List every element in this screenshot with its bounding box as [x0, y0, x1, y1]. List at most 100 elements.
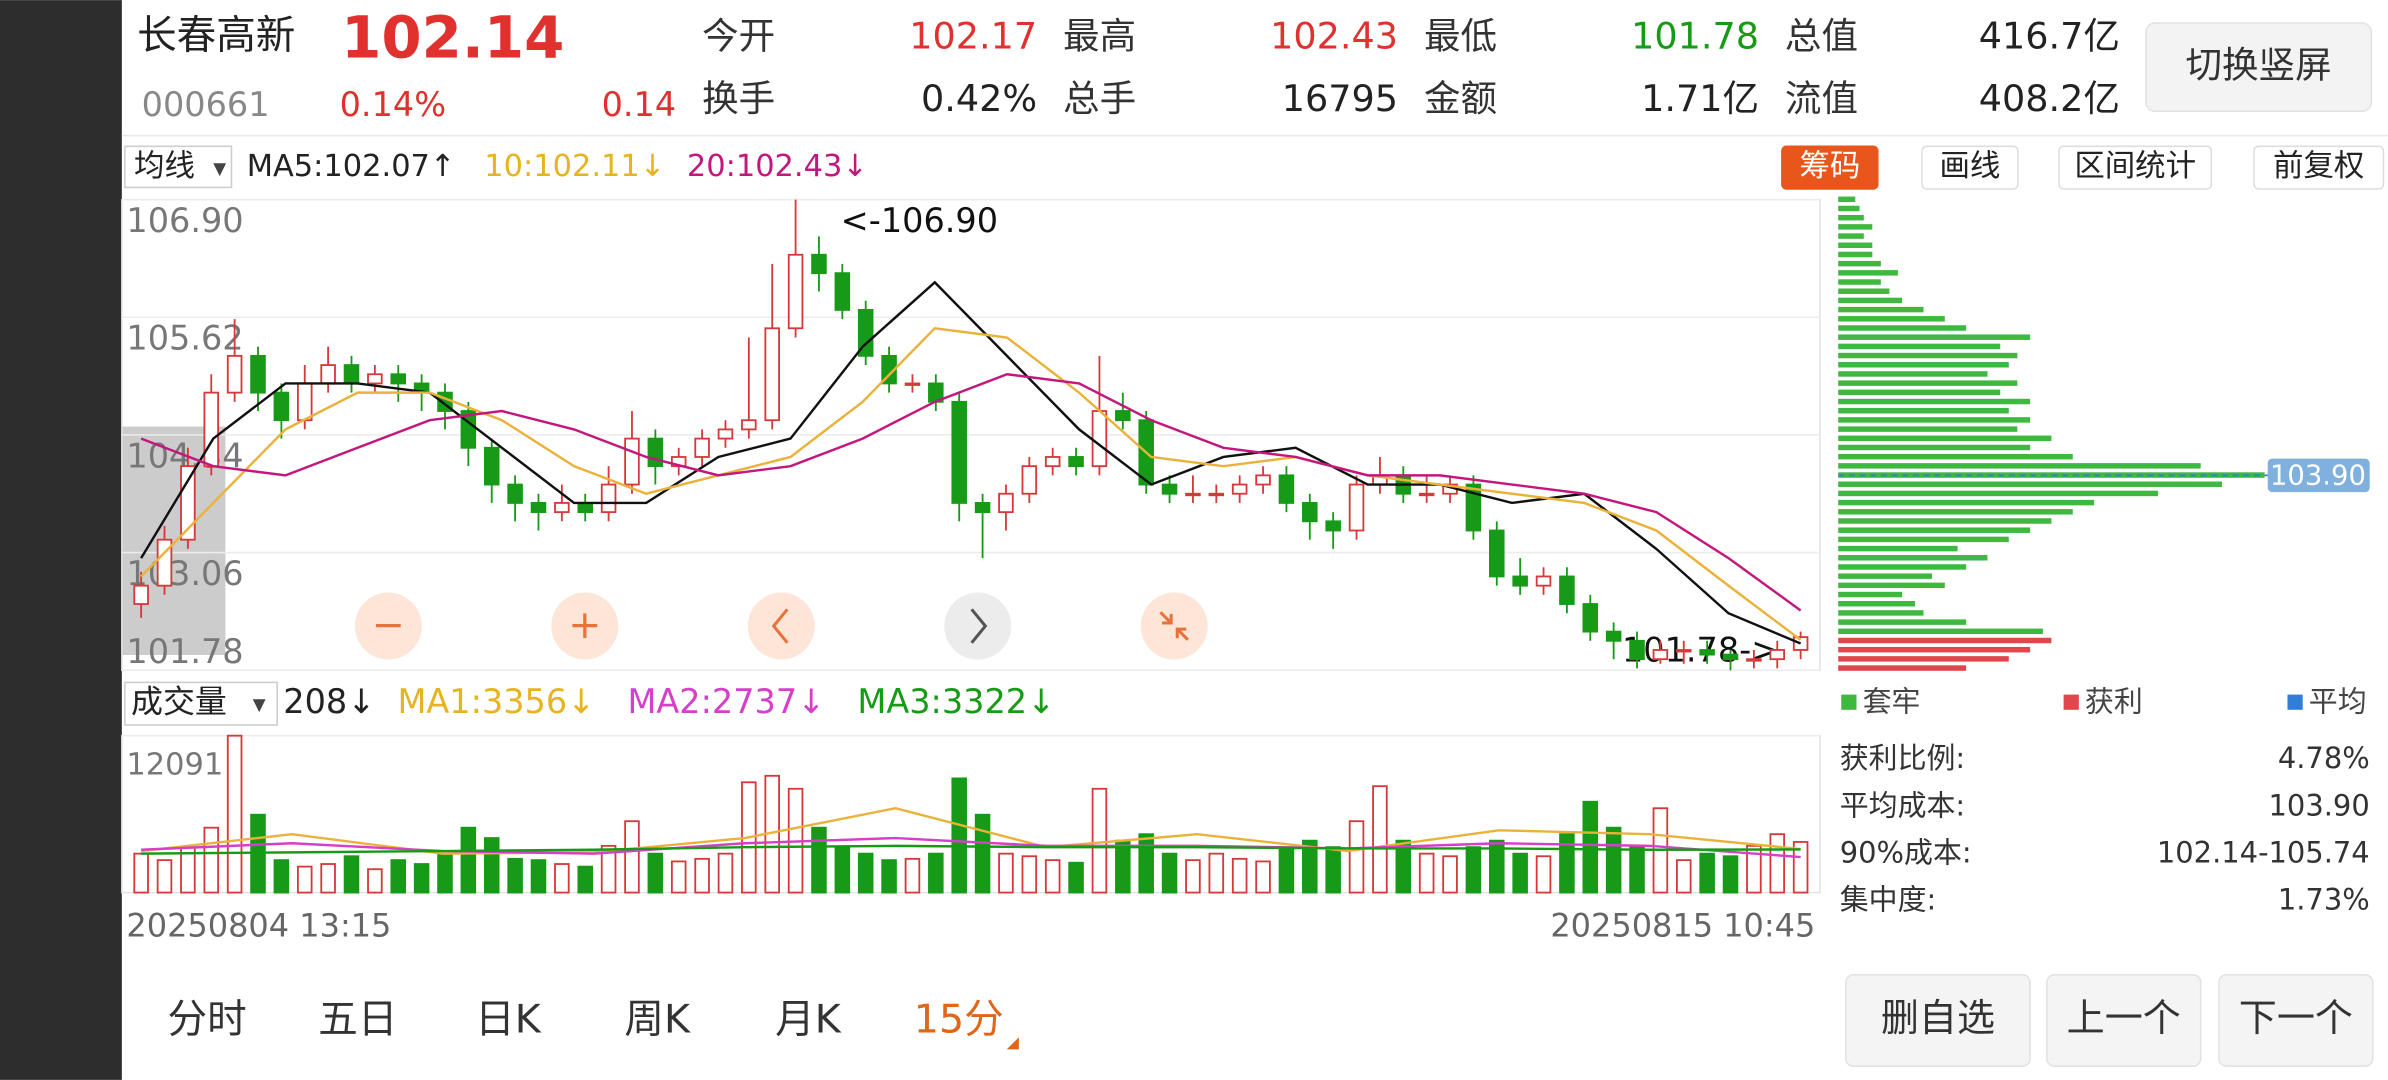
avg-cost-tag — [2267, 458, 2370, 493]
reset-button[interactable] — [1140, 592, 1208, 660]
volume-bar — [507, 857, 523, 894]
candle-body — [1629, 639, 1645, 661]
candle-body — [694, 437, 710, 458]
candle-body — [1208, 492, 1225, 497]
candle-body — [624, 437, 640, 486]
volume-bar — [554, 863, 570, 894]
dropdown-icon: ▼ — [253, 694, 266, 714]
orientation-button[interactable] — [2145, 22, 2373, 113]
chip-bar — [1838, 196, 1856, 203]
chip-bar — [1838, 435, 2052, 442]
tool-button-label: 画线 — [1940, 149, 2001, 184]
period-tab[interactable]: 15分 — [914, 997, 1004, 1043]
ma-select[interactable] — [124, 145, 233, 189]
candle-body — [647, 437, 664, 468]
candle-body — [1489, 529, 1505, 578]
chip-bar — [1838, 380, 2018, 386]
volume-bar — [367, 868, 383, 894]
candle-body — [320, 364, 336, 385]
chip-bar — [1838, 499, 2095, 506]
candle-body — [133, 584, 149, 605]
volume-bar — [1255, 860, 1271, 894]
action-label: 下一个 — [2239, 996, 2353, 1040]
scroll-left-button[interactable] — [747, 592, 815, 660]
volume-bar — [1442, 855, 1458, 894]
field-label: 流值 — [1785, 77, 1858, 120]
action-button[interactable] — [2218, 974, 2374, 1067]
volume-bar — [1535, 855, 1552, 894]
volume-bar — [1278, 846, 1295, 894]
volume-bar — [343, 855, 360, 894]
action-button[interactable] — [1845, 974, 2031, 1067]
volume-bar — [156, 859, 173, 894]
action-label: 删自选 — [1881, 996, 1995, 1040]
candle-body — [1161, 483, 1178, 495]
candle-body — [203, 391, 220, 468]
stat-label: 90%成本: — [1840, 835, 1972, 869]
stat-value: 1.73% — [2278, 883, 2370, 917]
scroll-right-button[interactable] — [944, 592, 1012, 660]
orientation-button-label: 切换竖屏 — [2185, 44, 2331, 87]
volume-bar — [1138, 833, 1154, 894]
y-tick-label: 106.90 — [126, 201, 243, 240]
candle-body — [1255, 474, 1271, 486]
zoom-out-icon: − — [372, 602, 405, 648]
candle-body — [1722, 653, 1739, 661]
ma-line — [140, 280, 1802, 645]
volume-bar — [320, 863, 336, 894]
chip-bar — [1838, 555, 1988, 561]
zoom-in-button[interactable] — [551, 592, 619, 660]
chip-bar — [1838, 260, 1881, 267]
period-tab[interactable]: 日K — [475, 997, 542, 1043]
volume-bar — [296, 865, 313, 894]
zoom-out-button[interactable] — [354, 592, 422, 660]
chip-bar — [1838, 610, 1924, 616]
candle-body — [1559, 575, 1575, 605]
ma-line — [141, 836, 1801, 859]
volume-bar — [1208, 852, 1225, 894]
volume-legend: MA3:3322↓ — [857, 682, 1055, 721]
chip-bar — [1838, 343, 2001, 350]
volume-bar — [413, 863, 430, 894]
action-button[interactable] — [2046, 974, 2202, 1067]
candle-body — [600, 483, 617, 514]
candle-body — [296, 382, 313, 422]
zoom-in-icon: + — [568, 602, 601, 648]
field-value: 416.7亿 — [1979, 15, 2120, 58]
tool-button[interactable] — [2253, 145, 2385, 190]
candle-body — [226, 354, 243, 394]
tool-button-label: 区间统计 — [2074, 149, 2196, 184]
volume-bar — [1091, 787, 1108, 894]
avg-cost-label: 103.90 — [2270, 460, 2366, 491]
period-tab[interactable]: 五日 — [318, 997, 397, 1043]
candle-body — [390, 373, 407, 385]
candle-body — [156, 538, 173, 587]
tool-button[interactable] — [1781, 145, 1879, 190]
field-label: 今开 — [702, 15, 775, 58]
tool-button[interactable] — [1921, 145, 2019, 190]
candle-body — [1582, 603, 1599, 633]
chip-bar — [1838, 417, 2031, 423]
stock-name: 长春高新 — [137, 13, 295, 59]
candle-body — [1068, 456, 1084, 468]
period-tab[interactable]: 分时 — [168, 997, 247, 1043]
chip-bar — [1838, 389, 2001, 396]
volume-select[interactable] — [124, 681, 278, 726]
candle-body — [787, 253, 804, 330]
period-tab[interactable]: 周K — [624, 997, 691, 1043]
field-label: 最高 — [1063, 15, 1136, 58]
candle-body — [904, 382, 921, 386]
candle-body — [1021, 465, 1038, 495]
volume-bar — [1395, 839, 1412, 894]
candle-body — [974, 502, 991, 514]
volume-bar — [460, 826, 477, 894]
ma-legend: 10:102.11↓ — [484, 149, 665, 184]
volume-bar — [1325, 846, 1341, 894]
tool-button[interactable] — [2058, 145, 2213, 190]
chip-bar — [1838, 573, 1933, 579]
volume-bar — [1512, 852, 1528, 894]
period-tab[interactable]: 月K — [775, 997, 842, 1043]
chip-bar — [1838, 656, 2009, 662]
chip-bar — [1838, 444, 2031, 451]
volume-bar — [1722, 855, 1739, 894]
